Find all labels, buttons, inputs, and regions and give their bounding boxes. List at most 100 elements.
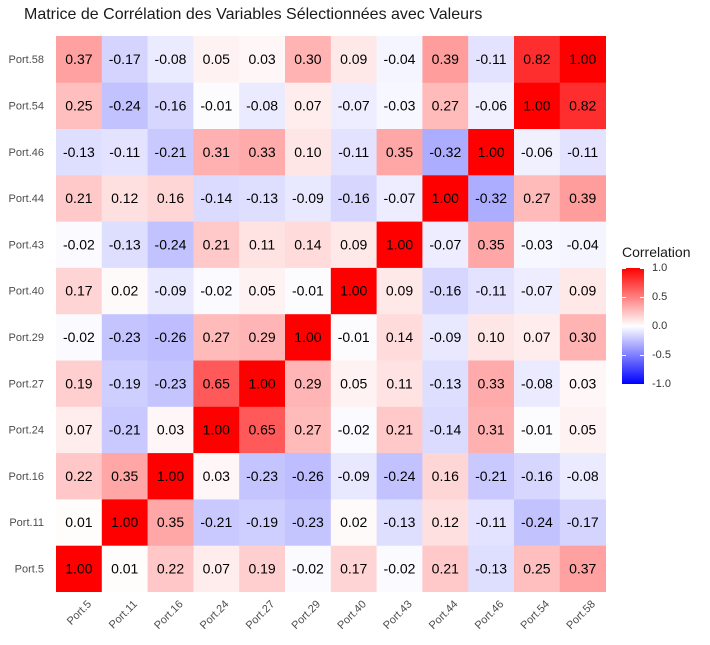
cell-value-label: 0.27	[294, 422, 321, 438]
x-tick-label: Port.16	[152, 598, 186, 632]
heatmap-cell-Port.40-Port.54	[514, 267, 561, 315]
heatmap-cell-Port.54-Port.27	[239, 82, 286, 129]
heatmap-cell-Port.46-Port.54	[514, 128, 561, 176]
heatmap-cell-Port.27-Port.43	[376, 360, 423, 407]
cell-value-label: 0.27	[523, 190, 550, 206]
heatmap-cell-Port.46-Port.40	[330, 128, 377, 176]
cell-value-label: -0.13	[429, 375, 461, 391]
cell-value-label: -0.26	[292, 468, 324, 484]
cell-value-label: -0.21	[200, 514, 232, 530]
cell-value-label: -0.02	[63, 329, 95, 345]
heatmap-cell-Port.16-Port.43	[376, 452, 423, 500]
heatmap-cell-Port.46-Port.58	[559, 128, 606, 176]
heatmap-cell-Port.58-Port.27	[239, 36, 286, 83]
heatmap-cell-Port.54-Port.40	[330, 82, 377, 129]
heatmap-cell-Port.29-Port.43	[376, 313, 423, 361]
heatmap-cell-Port.27-Port.44	[422, 360, 469, 407]
cell-value-label: 0.35	[111, 468, 138, 484]
cell-value-label: -0.23	[292, 514, 324, 530]
cell-value-label: 0.14	[386, 329, 413, 345]
heatmap-cell-Port.11-Port.16	[147, 499, 194, 546]
heatmap-cell-Port.40-Port.16	[147, 267, 194, 315]
cell-value-label: -0.06	[475, 97, 507, 113]
heatmap-cell-Port.27-Port.27	[239, 360, 286, 407]
cell-value-label: 1.00	[294, 329, 321, 345]
cell-value-label: -0.02	[200, 283, 232, 299]
heatmap-cell-Port.11-Port.5	[56, 499, 103, 546]
heatmap-cell-Port.11-Port.11	[101, 499, 148, 546]
cell-value-label: 0.37	[569, 560, 596, 576]
y-tick-label: Port.27	[9, 378, 44, 390]
heatmap-cell-Port.27-Port.54	[514, 360, 561, 407]
cell-value-label: -0.07	[384, 190, 416, 206]
heatmap-cell-Port.40-Port.11	[101, 267, 148, 315]
cell-value-label: -0.13	[384, 514, 416, 530]
cell-value-label: 0.09	[386, 283, 413, 299]
x-tick-label: Port.58	[564, 598, 598, 632]
heatmap-cell-Port.58-Port.29	[285, 36, 332, 83]
cell-value-label: 0.82	[523, 51, 550, 67]
cell-value-label: -0.16	[338, 190, 370, 206]
cell-value-label: 0.65	[248, 422, 275, 438]
cell-value-label: -0.11	[476, 283, 507, 299]
cell-value-label: -0.16	[155, 97, 187, 113]
cell-value-label: -0.01	[200, 97, 232, 113]
cell-value-label: 0.29	[248, 329, 275, 345]
cell-value-label: 0.09	[340, 236, 367, 252]
cell-value-label: 0.10	[477, 329, 504, 345]
cell-value-label: -0.13	[475, 560, 507, 576]
cell-value-label: 0.37	[65, 51, 92, 67]
cell-value-label: 0.33	[248, 144, 275, 160]
heatmap-cell-Port.58-Port.40	[330, 36, 377, 83]
heatmap-cell-Port.11-Port.29	[285, 499, 332, 546]
heatmap-cell-Port.24-Port.29	[285, 406, 332, 454]
cell-value-label: 0.21	[432, 560, 459, 576]
heatmap-cell-Port.40-Port.40	[330, 267, 377, 315]
heatmap-cell-Port.44-Port.29	[285, 174, 332, 222]
legend-tick-label: -1.0	[652, 378, 671, 390]
heatmap-cell-Port.29-Port.16	[147, 313, 194, 361]
cell-value-label: -0.03	[521, 236, 553, 252]
cell-value-label: 1.00	[523, 97, 550, 113]
heatmap-cell-Port.24-Port.46	[468, 406, 515, 454]
cell-value-label: 0.05	[569, 422, 596, 438]
cell-value-label: -0.24	[155, 236, 187, 252]
y-tick-label: Port.24	[9, 425, 44, 437]
cell-value-label: 0.09	[569, 283, 596, 299]
color-legend: Correlation 1.0 0.5 0.0 -0.5 -1.0	[622, 244, 702, 394]
heatmap-cell-Port.40-Port.58	[559, 267, 606, 315]
heatmap-cell-Port.54-Port.5	[56, 82, 103, 129]
cell-value-label: 0.14	[294, 236, 321, 252]
cell-value-label: -0.06	[521, 144, 553, 160]
heatmap-cell-Port.24-Port.58	[559, 406, 606, 454]
heatmap-cell-Port.58-Port.24	[193, 36, 240, 83]
x-tick-label: Port.11	[107, 598, 140, 631]
cell-value-label: -0.11	[567, 144, 598, 160]
cell-value-label: 0.35	[157, 514, 184, 530]
heatmap-cell-Port.16-Port.44	[422, 452, 469, 500]
cell-value-label: -0.11	[109, 144, 140, 160]
heatmap-cell-Port.29-Port.29	[285, 313, 332, 361]
cell-value-label: 0.21	[386, 422, 413, 438]
x-tick-label: Port.29	[290, 598, 324, 632]
heatmap-cell-Port.16-Port.54	[514, 452, 561, 500]
heatmap-cell-Port.43-Port.16	[147, 221, 194, 268]
cell-value-label: 0.30	[569, 329, 596, 345]
cell-value-label: -0.16	[521, 468, 553, 484]
heatmap-cell-Port.5-Port.16	[147, 545, 194, 592]
y-tick-label: Port.29	[9, 332, 44, 344]
heatmap-cell-Port.24-Port.43	[376, 406, 423, 454]
cell-value-label: -0.08	[521, 375, 553, 391]
cell-value-label: 0.19	[65, 375, 92, 391]
legend-title: Correlation	[622, 244, 691, 260]
cell-value-label: 0.25	[65, 97, 92, 113]
legend-color-bar	[622, 268, 644, 384]
cell-value-label: -0.07	[429, 236, 461, 252]
heatmap-cell-Port.5-Port.44	[422, 545, 469, 592]
heatmap-cell-Port.46-Port.11	[101, 128, 148, 176]
heatmap-cell-Port.46-Port.27	[239, 128, 286, 176]
cell-value-label: -0.23	[109, 329, 141, 345]
cell-value-label: 0.03	[203, 468, 230, 484]
heatmap-cell-Port.43-Port.24	[193, 221, 240, 268]
cell-value-label: 0.12	[432, 514, 459, 530]
